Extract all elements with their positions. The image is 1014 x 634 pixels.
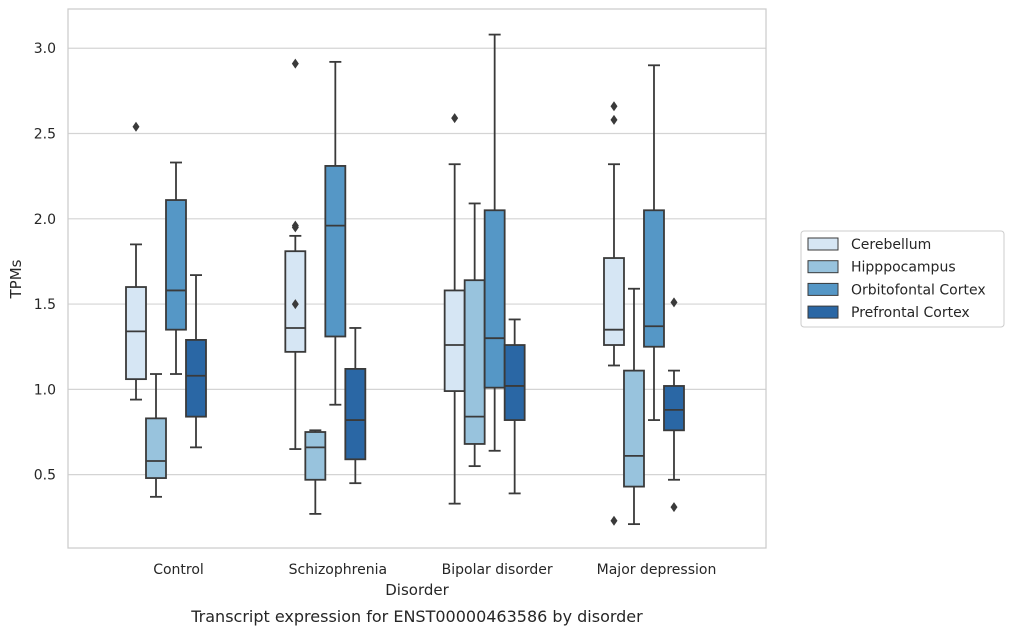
outlier-point	[670, 502, 678, 513]
legend-label: Cerebellum	[851, 237, 931, 253]
outlier-point	[610, 114, 618, 125]
outlier-point	[291, 222, 299, 233]
chart-caption: Transcript expression for ENST0000046358…	[190, 607, 643, 626]
legend-frame	[800, 230, 1005, 328]
outlier-point	[291, 58, 299, 69]
box	[304, 431, 327, 481]
y-tick-label: 1.0	[34, 382, 56, 398]
outlier-point	[132, 121, 140, 132]
box	[503, 344, 526, 421]
box	[463, 279, 486, 445]
box	[483, 209, 506, 389]
box	[623, 369, 645, 488]
outlier-point	[670, 297, 678, 308]
outlier-point	[610, 101, 618, 112]
outlier-point	[291, 299, 299, 310]
legend-swatch	[807, 260, 839, 274]
outlier-point	[610, 515, 618, 526]
y-tick-label: 0.5	[34, 468, 56, 484]
y-tick-label: 2.0	[34, 212, 56, 228]
legend-swatch	[807, 237, 839, 251]
x-tick-label: Bipolar disorder	[442, 562, 553, 578]
box	[643, 209, 665, 348]
box	[603, 257, 625, 346]
y-tick-label: 3.0	[34, 41, 56, 57]
y-tick-label: 2.5	[34, 127, 56, 143]
x-tick-label: Control	[153, 562, 204, 578]
legend-label: Orbitofontal Cortex	[851, 282, 986, 298]
box	[185, 339, 207, 418]
legend-label: Hipppocampus	[851, 260, 956, 276]
box	[145, 417, 167, 479]
box	[663, 385, 685, 432]
outlier-point	[451, 113, 459, 124]
x-tick-label: Schizophrenia	[289, 562, 387, 578]
legend-swatch	[807, 282, 839, 296]
box	[344, 368, 367, 461]
x-axis-ticks: Control Schizophrenia Bipolar disorder Majo…	[153, 562, 716, 578]
legend-swatch	[807, 305, 839, 319]
plot-frame	[67, 8, 767, 549]
box	[125, 286, 147, 381]
legend-label: Prefrontal Cortex	[851, 305, 970, 321]
box	[443, 289, 466, 392]
box	[324, 165, 347, 338]
y-axis-label: TPMs	[7, 259, 25, 299]
y-axis-ticks: 0.5 1.0 1.5 2.0 2.5 3.0	[34, 41, 56, 483]
x-axis-label: Disorder	[385, 581, 449, 599]
x-tick-label: Major depression	[597, 562, 717, 578]
box	[165, 199, 187, 331]
box-series	[125, 33, 685, 526]
y-tick-label: 1.5	[34, 297, 56, 313]
legend: Cerebellum Hipppocampus Orbitofontal Corte…	[800, 230, 1005, 328]
